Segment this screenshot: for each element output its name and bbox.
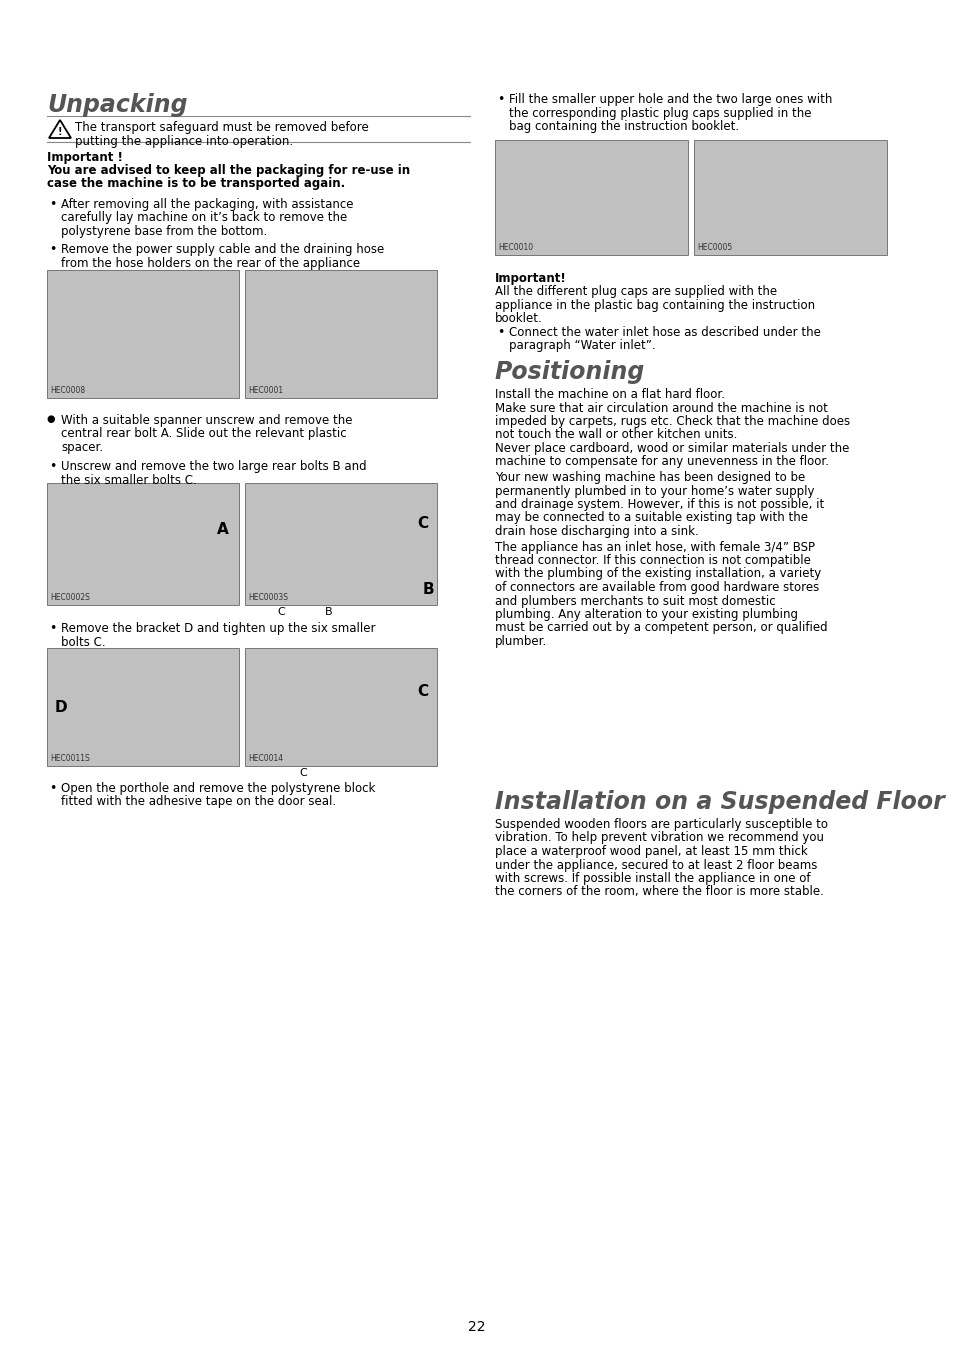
- Text: paragraph “Water inlet”.: paragraph “Water inlet”.: [509, 339, 655, 352]
- Text: C: C: [416, 684, 428, 699]
- Text: B: B: [325, 608, 333, 617]
- Text: bolts C.: bolts C.: [61, 636, 106, 648]
- Text: !: !: [58, 127, 62, 136]
- Text: and drainage system. However, if this is not possible, it: and drainage system. However, if this is…: [495, 498, 823, 512]
- Text: Remove the power supply cable and the draining hose: Remove the power supply cable and the dr…: [61, 243, 384, 256]
- Text: HEC0002S: HEC0002S: [50, 593, 90, 602]
- Text: Remove the bracket D and tighten up the six smaller: Remove the bracket D and tighten up the …: [61, 622, 375, 634]
- Text: •: •: [49, 198, 56, 211]
- Text: •: •: [497, 93, 504, 107]
- Text: Install the machine on a flat hard floor.: Install the machine on a flat hard floor…: [495, 387, 724, 401]
- Text: drain hose discharging into a sink.: drain hose discharging into a sink.: [495, 525, 698, 539]
- Text: spacer.: spacer.: [61, 441, 103, 454]
- Text: A: A: [216, 521, 229, 536]
- Text: Important!: Important!: [495, 271, 566, 285]
- Text: Important !: Important !: [47, 151, 123, 163]
- Text: Unscrew and remove the two large rear bolts B and: Unscrew and remove the two large rear bo…: [61, 460, 366, 472]
- Text: D: D: [55, 699, 68, 714]
- Text: After removing all the packaging, with assistance: After removing all the packaging, with a…: [61, 198, 354, 211]
- Text: fitted with the adhesive tape on the door seal.: fitted with the adhesive tape on the doo…: [61, 795, 335, 809]
- Text: C: C: [298, 768, 307, 778]
- Text: HEC0001: HEC0001: [248, 386, 283, 396]
- Text: HEC0005: HEC0005: [697, 243, 732, 252]
- Text: •: •: [49, 243, 56, 256]
- Text: The appliance has an inlet hose, with female 3/4” BSP: The appliance has an inlet hose, with fe…: [495, 540, 814, 553]
- Text: C: C: [276, 608, 284, 617]
- Text: Positioning: Positioning: [495, 360, 644, 383]
- Text: Connect the water inlet hose as described under the: Connect the water inlet hose as describe…: [509, 325, 820, 339]
- Text: place a waterproof wood panel, at least 15 mm thick: place a waterproof wood panel, at least …: [495, 845, 807, 859]
- Text: The transport safeguard must be removed before: The transport safeguard must be removed …: [75, 122, 369, 134]
- Text: and plumbers merchants to suit most domestic: and plumbers merchants to suit most dome…: [495, 594, 775, 608]
- Bar: [245, 483, 436, 605]
- Text: from the hose holders on the rear of the appliance: from the hose holders on the rear of the…: [61, 256, 359, 270]
- Text: polystyrene base from the bottom.: polystyrene base from the bottom.: [61, 225, 267, 238]
- Text: central rear bolt A. Slide out the relevant plastic: central rear bolt A. Slide out the relev…: [61, 428, 346, 440]
- Bar: [47, 648, 239, 765]
- Text: Suspended wooden floors are particularly susceptible to: Suspended wooden floors are particularly…: [495, 818, 827, 832]
- Text: B: B: [422, 582, 435, 597]
- Text: All the different plug caps are supplied with the: All the different plug caps are supplied…: [495, 285, 777, 298]
- Text: plumbing. Any alteration to your existing plumbing: plumbing. Any alteration to your existin…: [495, 608, 797, 621]
- Text: Make sure that air circulation around the machine is not: Make sure that air circulation around th…: [495, 401, 827, 414]
- Text: under the appliance, secured to at least 2 floor beams: under the appliance, secured to at least…: [495, 859, 817, 872]
- Text: with the plumbing of the existing installation, a variety: with the plumbing of the existing instal…: [495, 567, 821, 580]
- Text: the six smaller bolts C.: the six smaller bolts C.: [61, 474, 196, 486]
- Text: vibration. To help prevent vibration we recommend you: vibration. To help prevent vibration we …: [495, 832, 823, 845]
- Text: not touch the wall or other kitchen units.: not touch the wall or other kitchen unit…: [495, 428, 737, 441]
- Text: thread connector. If this connection is not compatible: thread connector. If this connection is …: [495, 554, 810, 567]
- Bar: [495, 140, 687, 255]
- Text: case the machine is to be transported again.: case the machine is to be transported ag…: [47, 177, 345, 190]
- Text: putting the appliance into operation.: putting the appliance into operation.: [75, 135, 293, 147]
- Bar: [47, 270, 239, 398]
- Text: 22: 22: [468, 1320, 485, 1334]
- Bar: [245, 648, 436, 765]
- Bar: [693, 140, 886, 255]
- Text: You are advised to keep all the packaging for re-use in: You are advised to keep all the packagin…: [47, 163, 410, 177]
- Text: the corresponding plastic plug caps supplied in the: the corresponding plastic plug caps supp…: [509, 107, 811, 120]
- Text: Installation on a Suspended Floor: Installation on a Suspended Floor: [495, 790, 943, 814]
- Text: permanently plumbed in to your home’s water supply: permanently plumbed in to your home’s wa…: [495, 485, 814, 498]
- Text: impeded by carpets, rugs etc. Check that the machine does: impeded by carpets, rugs etc. Check that…: [495, 414, 849, 428]
- Text: with screws. If possible install the appliance in one of: with screws. If possible install the app…: [495, 872, 810, 886]
- Text: •: •: [49, 460, 56, 472]
- Bar: [245, 270, 436, 398]
- Text: HEC0011S: HEC0011S: [50, 755, 90, 763]
- Text: With a suitable spanner unscrew and remove the: With a suitable spanner unscrew and remo…: [61, 414, 352, 427]
- Text: Fill the smaller upper hole and the two large ones with: Fill the smaller upper hole and the two …: [509, 93, 832, 107]
- Text: Never place cardboard, wood or similar materials under the: Never place cardboard, wood or similar m…: [495, 441, 848, 455]
- Text: plumber.: plumber.: [495, 634, 547, 648]
- Text: •: •: [49, 782, 56, 795]
- Text: •: •: [497, 325, 504, 339]
- Text: bag containing the instruction booklet.: bag containing the instruction booklet.: [509, 120, 739, 134]
- Text: machine to compensate for any unevenness in the floor.: machine to compensate for any unevenness…: [495, 455, 828, 468]
- Text: Open the porthole and remove the polystyrene block: Open the porthole and remove the polysty…: [61, 782, 375, 795]
- Text: carefully lay machine on it’s back to remove the: carefully lay machine on it’s back to re…: [61, 212, 347, 224]
- Text: may be connected to a suitable existing tap with the: may be connected to a suitable existing …: [495, 512, 807, 525]
- Bar: [47, 483, 239, 605]
- Text: C: C: [416, 516, 428, 531]
- Text: of connectors are available from good hardware stores: of connectors are available from good ha…: [495, 580, 819, 594]
- Text: ●: ●: [46, 414, 54, 424]
- Text: the corners of the room, where the floor is more stable.: the corners of the room, where the floor…: [495, 886, 823, 899]
- Text: HEC0014: HEC0014: [248, 755, 283, 763]
- Text: Your new washing machine has been designed to be: Your new washing machine has been design…: [495, 471, 804, 485]
- Text: must be carried out by a competent person, or qualified: must be carried out by a competent perso…: [495, 621, 827, 634]
- Text: appliance in the plastic bag containing the instruction: appliance in the plastic bag containing …: [495, 298, 814, 312]
- Text: HEC0010: HEC0010: [497, 243, 533, 252]
- Text: Unpacking: Unpacking: [47, 93, 188, 117]
- Text: HEC0003S: HEC0003S: [248, 593, 288, 602]
- Text: booklet.: booklet.: [495, 312, 542, 325]
- Text: •: •: [49, 622, 56, 634]
- Text: HEC0008: HEC0008: [50, 386, 85, 396]
